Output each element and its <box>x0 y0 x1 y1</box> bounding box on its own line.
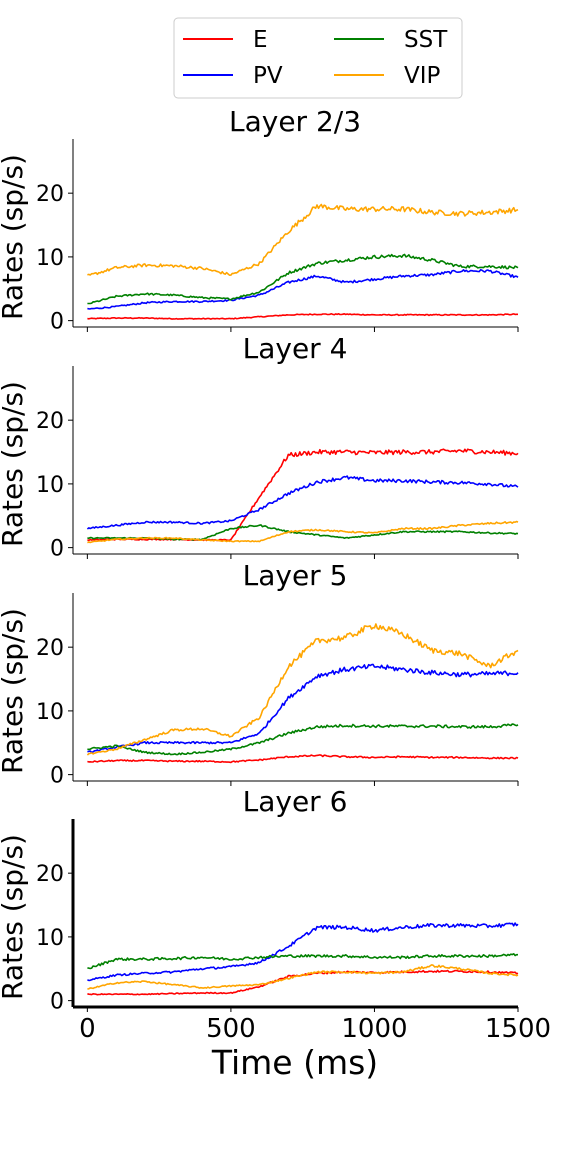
x-tick-label: 500 <box>206 1014 256 1044</box>
panel-title: Layer 5 <box>243 559 348 592</box>
series-line-pv <box>87 922 519 982</box>
panel-title: Layer 2/3 <box>229 105 361 138</box>
legend-label-pv: PV <box>253 63 283 89</box>
panel-3: Layer 5 0 10 20 Rates (sp/s) <box>0 559 519 789</box>
legend: E PV SST VIP <box>173 17 463 99</box>
y-axis-label: Rates (sp/s) <box>0 834 29 1000</box>
series-line-vip <box>87 963 519 990</box>
series-line-e <box>87 312 518 320</box>
y-tick-label: 10 <box>36 246 64 271</box>
series-line-vip <box>87 203 519 277</box>
panel-title: Layer 4 <box>243 332 348 365</box>
y-tick-label: 20 <box>36 636 64 661</box>
y-axis-label: Rates (sp/s) <box>0 154 29 320</box>
legend-label-e: E <box>253 27 268 53</box>
y-tick-label: 0 <box>50 310 64 335</box>
legend-label-vip: VIP <box>404 63 441 89</box>
y-tick-label: 0 <box>50 990 64 1015</box>
legend-frame <box>173 17 463 99</box>
series-line-e <box>87 754 519 764</box>
panel-4: Layer 6 0 10 20 0 500 1000 1500 Rates (sp/s) <box>0 785 551 1044</box>
y-tick-label: 10 <box>36 473 64 498</box>
x-axis-label: Time (ms) <box>211 1043 378 1082</box>
x-tick-label: 1000 <box>341 1014 407 1044</box>
y-tick-label: 10 <box>36 926 64 951</box>
panel-title: Layer 6 <box>243 785 348 818</box>
legend-label-sst: SST <box>404 27 448 53</box>
series-line-vip <box>87 520 519 544</box>
x-tick-label: 1500 <box>485 1014 551 1044</box>
series-line-pv <box>86 475 519 530</box>
y-tick-label: 20 <box>36 182 64 207</box>
series-line-sst <box>87 524 519 541</box>
panels: Layer 2/3 0 10 20 Rates (sp/s) Layer 4 0 10 20 Ra… <box>0 105 551 1044</box>
y-tick-label: 0 <box>50 764 64 789</box>
y-axis-label: Rates (sp/s) <box>0 381 29 547</box>
series-line-sst <box>87 952 518 970</box>
x-tick-label: 0 <box>79 1014 96 1044</box>
series-line-vip <box>86 623 519 756</box>
panel-1: Layer 2/3 0 10 20 Rates (sp/s) <box>0 105 519 335</box>
y-tick-label: 0 <box>50 537 64 562</box>
y-tick-label: 10 <box>36 700 64 725</box>
series-line-e <box>87 448 519 542</box>
series-line-pv <box>87 663 519 754</box>
series-line-sst <box>87 253 519 305</box>
panel-2: Layer 4 0 10 20 Rates (sp/s) <box>0 332 519 562</box>
series-line-pv <box>87 268 519 310</box>
series-line-sst <box>87 723 519 756</box>
y-tick-label: 20 <box>36 862 64 887</box>
y-tick-label: 20 <box>36 409 64 434</box>
y-axis-label: Rates (sp/s) <box>0 608 29 774</box>
